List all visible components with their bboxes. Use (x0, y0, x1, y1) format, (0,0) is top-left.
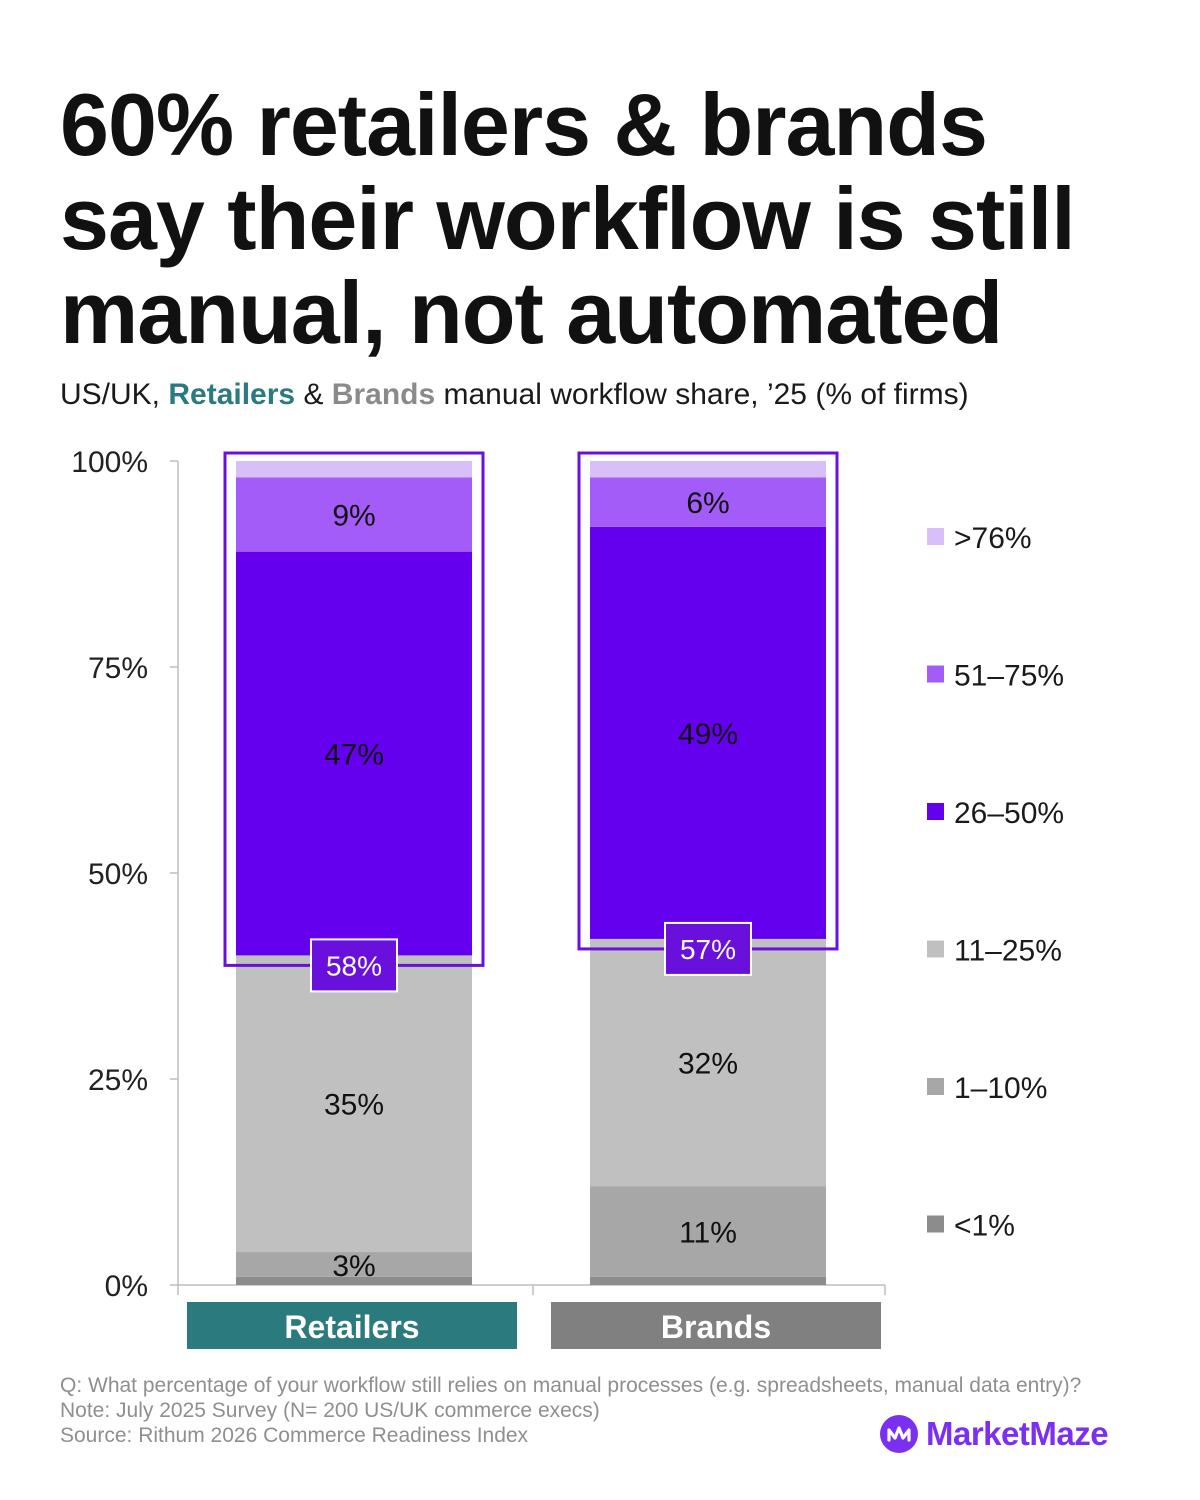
footer-notes: Q: What percentage of your workflow stil… (60, 1373, 1081, 1448)
marketmaze-logo-icon (880, 1415, 918, 1453)
footer-question: Q: What percentage of your workflow stil… (60, 1374, 1082, 1397)
bar-segment (236, 1276, 472, 1285)
title-line-1: 60% retailers & brands (60, 75, 988, 174)
bar-segment (590, 477, 826, 527)
bar-segment (590, 938, 826, 1187)
category-label: Brands (661, 1309, 771, 1345)
y-tick-label: 25% (88, 1064, 148, 1097)
title-line-3: manual, not automated (60, 263, 1003, 362)
legend-label: 11–25% (954, 935, 1062, 968)
data-label: 9% (332, 500, 375, 533)
footer-note: Note: July 2025 Survey (N= 200 US/UK com… (60, 1399, 600, 1422)
legend-label: 1–10% (954, 1072, 1047, 1105)
legend-label: 51–75% (954, 660, 1064, 693)
legend-swatch (927, 528, 944, 545)
data-label: 6% (686, 487, 729, 520)
legend-swatch (927, 940, 944, 958)
legend-label: <1% (954, 1210, 1015, 1243)
bar-segment (236, 551, 472, 956)
subtitle-brands: Brands (331, 378, 436, 411)
y-tick-label: 0% (105, 1270, 148, 1303)
bar-segment (590, 526, 826, 939)
bar-segment (590, 1186, 826, 1277)
category-label-box (551, 1302, 881, 1349)
chart-subtitle: US/UK, Retailers & Brands manual workflo… (60, 378, 969, 412)
brand-logo: MarketMaze (880, 1414, 1109, 1454)
bar-segment (236, 955, 472, 1253)
bar-segment (236, 477, 472, 552)
subtitle-amp: & (295, 378, 332, 411)
total-badge (664, 921, 752, 976)
subtitle-suffix: manual workflow share, ’25 (% of firms) (435, 378, 969, 411)
legend-swatch (927, 803, 944, 820)
category-label: Retailers (284, 1309, 419, 1345)
title-line-2: say their workflow is still (60, 169, 1076, 268)
bar-segment (590, 1276, 826, 1285)
y-tick-label: 75% (88, 652, 148, 685)
y-tick-label: 50% (88, 858, 148, 891)
bar-segment (236, 1252, 472, 1277)
bar-segment (236, 461, 472, 478)
data-label: 35% (324, 1089, 384, 1122)
legend-label: >76% (954, 522, 1032, 555)
category-label-box (187, 1302, 517, 1349)
legend-swatch (927, 665, 944, 683)
chart-title: 60% retailers & brands say their workflo… (60, 78, 1170, 360)
total-badge-label: 58% (326, 950, 382, 981)
legend-swatch (927, 1078, 944, 1095)
data-label: 11% (679, 1216, 737, 1249)
y-tick-label: 100% (71, 446, 148, 479)
legend-label: 26–50% (954, 797, 1064, 830)
data-label: 47% (324, 739, 384, 772)
data-label: 49% (678, 718, 738, 751)
subtitle-prefix: US/UK, (60, 378, 169, 411)
data-label: 3% (332, 1250, 375, 1283)
bar-segment (590, 461, 826, 478)
data-label: 32% (678, 1048, 738, 1081)
logo-text: MarketMaze (926, 1415, 1109, 1452)
legend-swatch (927, 1215, 944, 1233)
total-badge-label: 57% (680, 934, 736, 965)
subtitle-retailers: Retailers (168, 378, 296, 411)
total-badge (310, 938, 398, 993)
footer-source: Source: Rithum 2026 Commerce Readiness I… (60, 1424, 529, 1447)
